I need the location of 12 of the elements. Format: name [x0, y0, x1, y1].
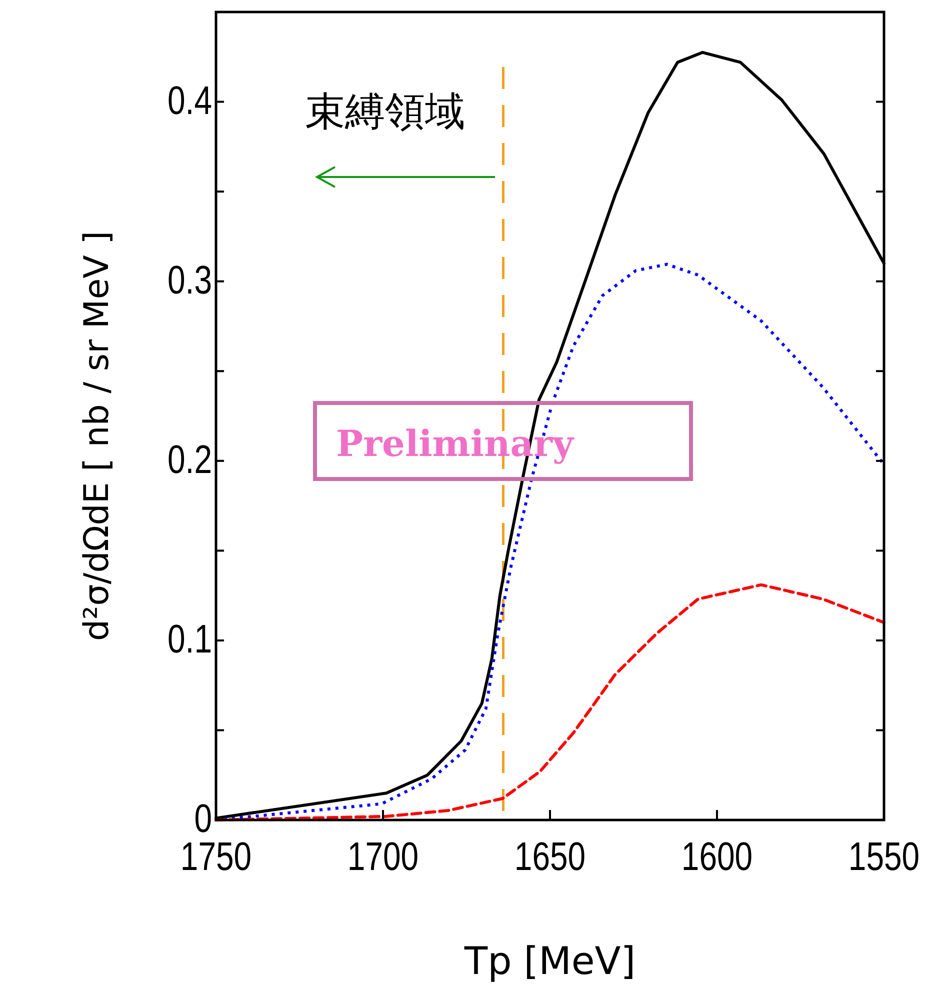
y-tick-label: 0.1 [168, 616, 212, 662]
x-tick-label: 1700 [347, 834, 419, 879]
x-tick-label: 1600 [681, 834, 753, 879]
y-tick-label: 0.3 [168, 256, 212, 302]
x-tick-label: 1650 [514, 834, 586, 879]
y-tick-label: 0.4 [168, 77, 212, 123]
line-series [214, 583, 886, 822]
y-tick-label: 0.2 [168, 436, 212, 482]
annotation: 束縛領域 [305, 90, 465, 134]
y-axis-title: d²σ/dΩdE [ nb / sr MeV ] [77, 230, 117, 642]
x-tick-label: 1550 [848, 834, 920, 879]
x-axis-title: Tp [MeV] [463, 939, 636, 983]
